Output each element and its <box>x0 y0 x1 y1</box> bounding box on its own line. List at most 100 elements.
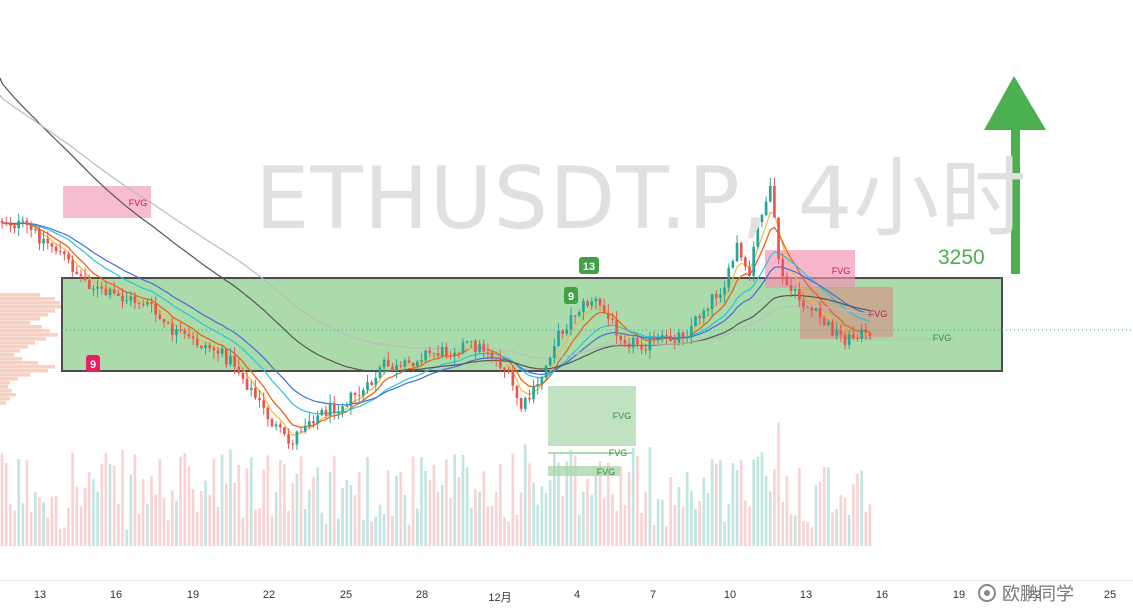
volume-bar <box>395 475 398 546</box>
volume-bar <box>756 456 760 546</box>
volume-bar <box>378 504 382 546</box>
candle-body <box>146 302 149 305</box>
candle-body <box>208 345 212 349</box>
volume-bar <box>25 460 29 546</box>
candle-body <box>291 443 295 445</box>
volume-bar <box>38 496 41 546</box>
volume-bar <box>789 514 793 546</box>
volume-bar <box>162 497 166 546</box>
x-tick-label: 13 <box>33 589 47 601</box>
volume-profile-bar <box>0 389 12 393</box>
volume-bar <box>735 469 739 546</box>
x-tick-label: 10 <box>723 589 737 601</box>
candle-body <box>353 392 357 396</box>
candle-body <box>835 329 839 336</box>
volume-bar <box>374 516 378 546</box>
volume-profile-bar <box>0 317 40 321</box>
ma-gray-line <box>0 77 871 373</box>
candle-body <box>731 261 735 268</box>
volume-profile-bar <box>0 345 28 349</box>
volume-profile-bar <box>0 325 42 329</box>
volume-bar <box>117 503 120 546</box>
volume-bar <box>727 504 731 546</box>
volume-bar <box>557 462 560 546</box>
candle-body <box>856 338 859 340</box>
volume-profile-bar <box>0 337 46 341</box>
x-tick-label: 19 <box>186 589 200 601</box>
candle-body <box>785 276 789 286</box>
volume-bar <box>540 486 544 546</box>
candle-body <box>42 238 45 244</box>
candle-body <box>706 308 710 311</box>
candle-body <box>677 332 681 343</box>
candle-body <box>112 289 116 294</box>
x-tick-label: 13 <box>799 589 813 601</box>
volume-bar <box>731 463 735 546</box>
volume-bar <box>561 495 564 546</box>
candle-body <box>681 332 685 338</box>
candle-body <box>511 370 515 386</box>
candle-body <box>590 301 594 306</box>
volume-bar <box>793 515 797 546</box>
volume-bar <box>241 517 245 546</box>
volume-bar <box>58 528 62 546</box>
candle-body <box>457 352 461 354</box>
candle-body <box>793 288 797 291</box>
candle-body <box>428 350 432 353</box>
candle-body <box>656 338 660 340</box>
candle-body <box>768 186 772 202</box>
volume-bar <box>644 492 648 546</box>
candle-body <box>818 308 822 318</box>
volume-bar <box>615 510 618 546</box>
volume-bar <box>262 469 266 546</box>
volume-bar <box>469 508 473 546</box>
candle-body <box>17 220 21 229</box>
volume-bar <box>814 484 818 546</box>
candle-body <box>636 337 639 345</box>
volume-bar <box>590 494 594 546</box>
candle-body <box>370 382 373 385</box>
volume-bar <box>428 479 432 546</box>
candle-body <box>690 326 693 337</box>
candle-body <box>183 329 187 334</box>
volume-bar <box>50 496 54 546</box>
volume-bar <box>266 455 270 546</box>
fvg-label: FVG <box>613 411 632 421</box>
candle-body <box>719 294 722 298</box>
candle-body <box>420 360 423 362</box>
volume-bar <box>640 513 643 546</box>
volume-profile-bar <box>0 313 48 317</box>
volume-bar <box>21 503 25 546</box>
candle-body <box>262 400 266 408</box>
candle-body <box>586 301 589 306</box>
volume-bar <box>420 456 423 546</box>
candle-body <box>0 220 4 223</box>
volume-bar <box>320 512 324 546</box>
candle-body <box>669 335 672 341</box>
candle-body <box>781 259 785 277</box>
volume-bar <box>835 509 839 546</box>
fvg-zone <box>548 452 632 454</box>
candle-body <box>839 329 843 335</box>
volume-bar <box>146 503 149 546</box>
volume-bar <box>13 510 16 546</box>
volume-bar <box>569 449 573 546</box>
candle-body <box>756 222 760 247</box>
candle-body <box>141 303 145 305</box>
volume-bar <box>694 508 697 546</box>
volume-bar <box>328 471 332 546</box>
td-buy-marker-13-text: 13 <box>583 261 595 273</box>
volume-bar <box>0 453 4 546</box>
volume-profile-bar <box>0 321 30 325</box>
candle-body <box>29 225 33 231</box>
volume-profile-bar <box>0 357 22 361</box>
candle-body <box>324 410 328 416</box>
x-tick-label: 25 <box>1103 589 1117 601</box>
volume-bar <box>474 489 477 546</box>
x-tick-label: 12月 <box>488 592 512 604</box>
candle-body <box>573 315 577 317</box>
candle-body <box>702 310 706 319</box>
volume-bar <box>673 504 677 546</box>
candle-body <box>395 365 398 371</box>
volume-bar <box>407 524 411 546</box>
